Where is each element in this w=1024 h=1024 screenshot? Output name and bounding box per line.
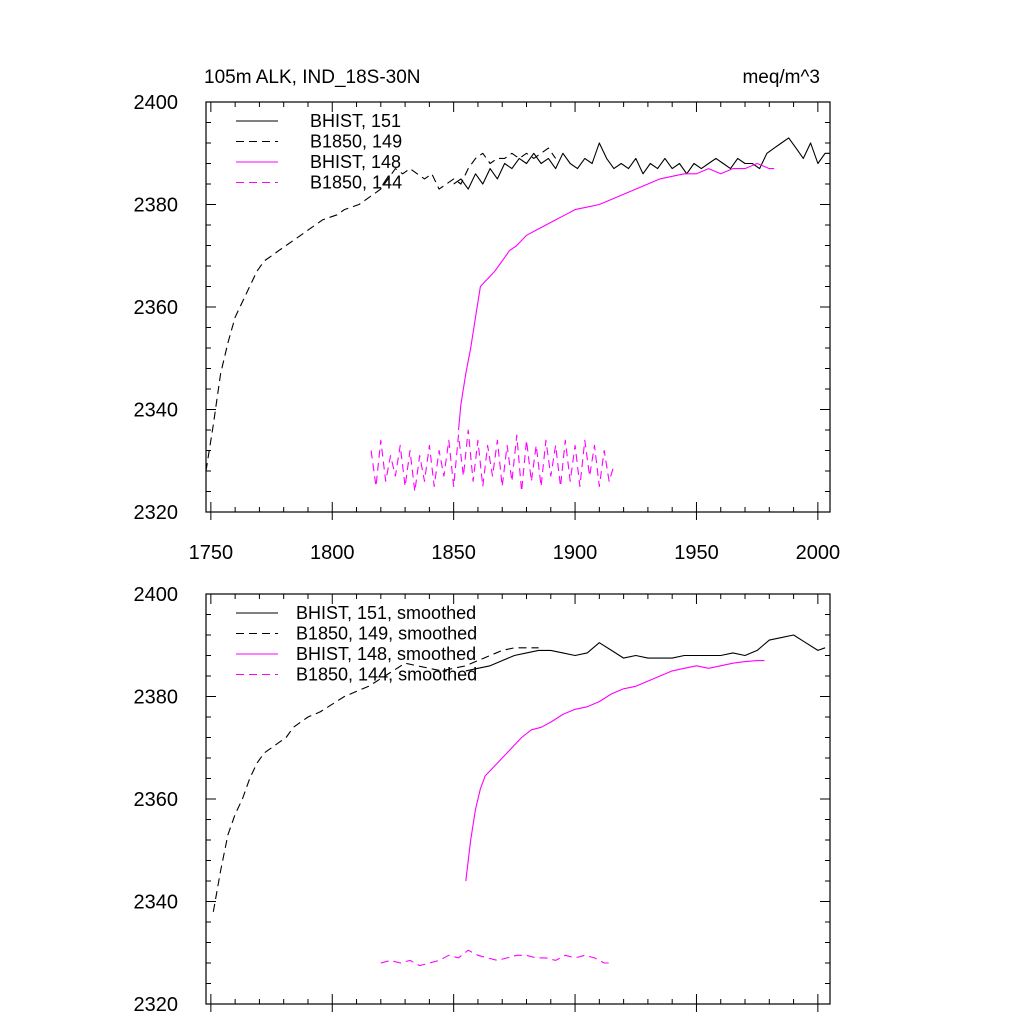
- legend-label-3: B1850, 144, smoothed: [296, 665, 477, 685]
- legend-label-0: BHIST, 151, smoothed: [296, 603, 476, 623]
- x-tick-label: 1900: [553, 542, 598, 564]
- legend-label-2: BHIST, 148, smoothed: [296, 644, 476, 664]
- units-label: meq/m^3: [742, 67, 820, 88]
- y-tick-label: 2400: [134, 584, 179, 606]
- x-tick-label: 1950: [674, 542, 719, 564]
- legend-label-3: B1850, 144: [310, 173, 402, 193]
- series-line-1: [212, 647, 539, 912]
- legend-label-1: B1850, 149, smoothed: [296, 624, 477, 644]
- plot-frame: [205, 101, 831, 513]
- y-tick-label: 2400: [134, 92, 179, 114]
- legend-label-1: B1850, 149: [310, 132, 402, 152]
- series-line-2: [465, 660, 765, 882]
- x-tick-label: 1850: [431, 542, 476, 564]
- y-tick-label: 2380: [134, 687, 179, 709]
- figure-title: 105m ALK, IND_18S-30N: [204, 67, 421, 88]
- x-tick-label: 2000: [796, 542, 841, 564]
- series-line-0: [453, 137, 830, 190]
- x-tick-label: 1750: [189, 542, 234, 564]
- y-tick-label: 2320: [134, 994, 179, 1016]
- series-line-2: [457, 162, 775, 431]
- y-tick-label: 2340: [134, 892, 179, 914]
- y-tick-label: 2360: [134, 297, 179, 319]
- x-tick-label: 1800: [310, 542, 355, 564]
- series-line-3: [370, 429, 615, 493]
- legend-label-0: BHIST, 151: [310, 111, 401, 131]
- bottom-panel: 2320 2340 2360 2380 2400 BHIST, 151, smoothed…: [134, 584, 831, 1016]
- y-tick-label: 2360: [134, 789, 179, 811]
- y-tick-label: 2340: [134, 400, 179, 422]
- top-panel: 1750 1800 1850 1900 1950 2000 2320 2340 2360 2380…: [134, 92, 841, 564]
- y-tick-label: 2320: [134, 502, 179, 524]
- y-tick-label: 2380: [134, 195, 179, 217]
- series-line-1: [205, 147, 557, 472]
- legend-label-2: BHIST, 148: [310, 152, 401, 172]
- series-line-3: [380, 949, 610, 967]
- series-line-0: [465, 634, 826, 672]
